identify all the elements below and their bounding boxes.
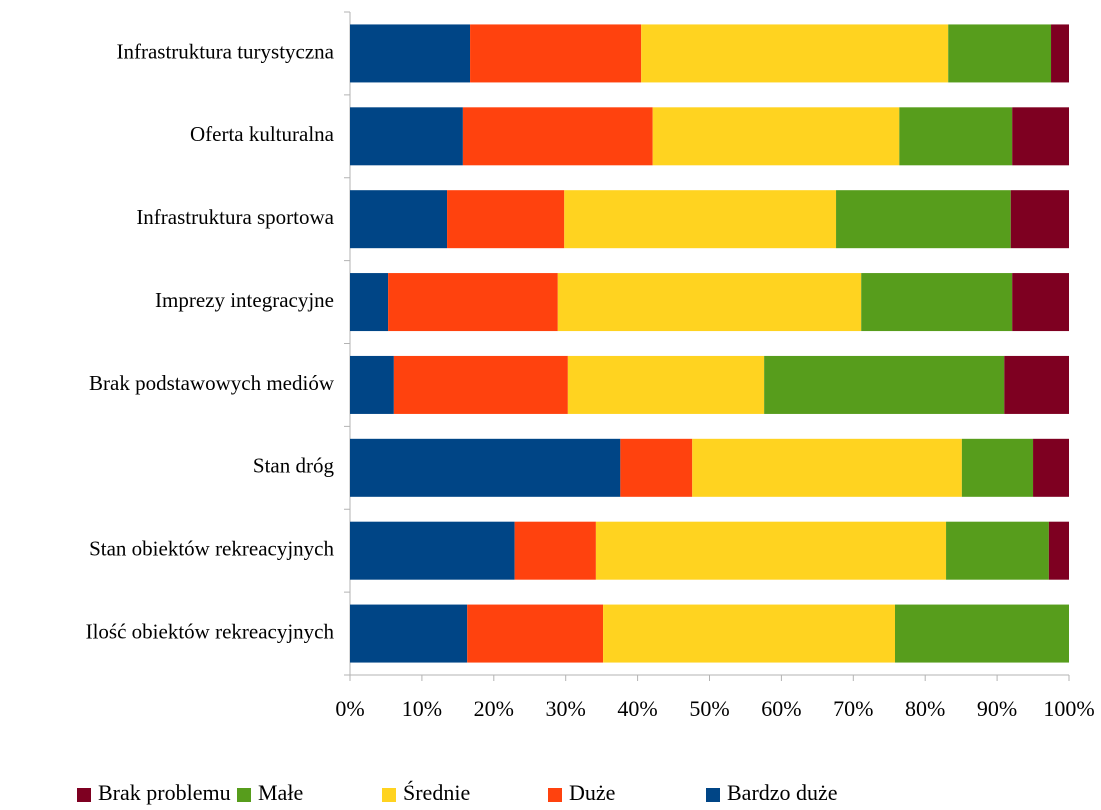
x-tick-label: 100% [1043,696,1094,721]
bar-segment [595,521,947,580]
bar-segment [350,190,448,249]
x-tick-label: 0% [335,696,364,721]
x-tick-label: 80% [905,696,945,721]
bar-segment [692,438,962,497]
legend-swatch [77,788,91,802]
bar-segment [1004,355,1069,414]
x-tick-label: 90% [977,696,1017,721]
bar-segment [567,355,765,414]
bar-segment [350,24,471,83]
bar-segment [861,273,1013,332]
legend-label: Bardzo duże [727,780,838,805]
x-tick-label: 50% [689,696,729,721]
bar-segment [350,355,394,414]
category-label: Brak podstawowych mediów [89,371,335,395]
bar-segment [350,604,468,663]
legend-label: Średnie [403,780,470,805]
category-label: Ilość obiektów rekreacyjnych [86,619,335,643]
bar-segment [514,521,596,580]
x-tick-label: 30% [546,696,586,721]
bar-segment [388,273,558,332]
legend-swatch [548,788,562,802]
bar-segment [895,604,1069,663]
category-label: Imprezy integracyjne [155,288,334,312]
bar-segment [946,521,1049,580]
bar-segment [350,107,463,166]
bar-segment [462,107,653,166]
bar-segment [564,190,837,249]
legend-swatch [382,788,396,802]
category-label: Infrastruktura turystyczna [117,39,335,63]
x-tick-label: 70% [833,696,873,721]
legend-label: Brak problemu [98,780,231,805]
x-tick-label: 20% [474,696,514,721]
bar-segment [641,24,949,83]
bar-segment [948,24,1052,83]
bar-segment [620,438,693,497]
bar-segment [557,273,862,332]
bar-segment [1048,521,1069,580]
bar-segment [350,521,515,580]
bar-segment [470,24,642,83]
legend-swatch [237,788,251,802]
bar-segment [1012,107,1069,166]
bar-segment [350,273,389,332]
legend-label: Małe [258,780,303,805]
bar-segment [899,107,1013,166]
x-tick-label: 40% [617,696,657,721]
bar-segment [836,190,1011,249]
bar-segment [467,604,604,663]
bar-segment [1051,24,1069,83]
x-tick-label: 10% [402,696,442,721]
category-label: Oferta kulturalna [190,122,335,146]
legend-label: Duże [569,780,615,805]
x-tick-label: 60% [761,696,801,721]
bar-segment [603,604,896,663]
bar-segment [652,107,900,166]
bar-segment [1012,273,1069,332]
category-label: Infrastruktura sportowa [136,205,334,229]
category-label: Stan obiektów rekreacyjnych [89,537,334,561]
bar-segment [764,355,1005,414]
bar-segment [350,438,621,497]
bar-segment [961,438,1034,497]
bar-segment [393,355,568,414]
legend-swatch [706,788,720,802]
bar-segment [1033,438,1069,497]
bar-segment [447,190,565,249]
bar-segment [1010,190,1069,249]
category-label: Stan dróg [253,454,335,478]
